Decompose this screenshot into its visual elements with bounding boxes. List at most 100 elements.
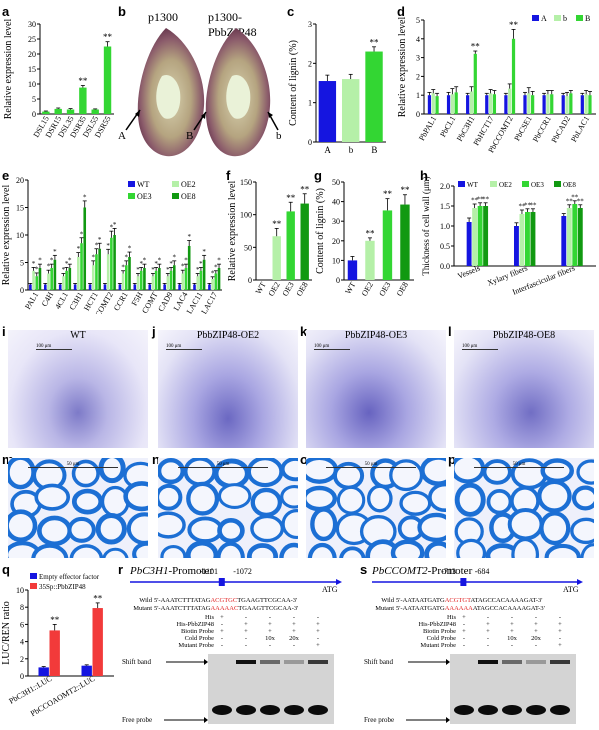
cell-wall xyxy=(399,490,432,516)
legend-label: b xyxy=(563,14,567,23)
significance-label: * xyxy=(68,257,72,265)
binding-site-box xyxy=(460,578,467,586)
y-tick-label: 0 xyxy=(336,276,340,285)
significance-label: * xyxy=(202,248,206,256)
condition-value: + xyxy=(510,628,514,635)
bar xyxy=(202,259,206,290)
condition-label: His-PbbZIP48 xyxy=(418,621,456,628)
sequence-segment: AAAAAA xyxy=(445,605,473,612)
y-tick-label: 1.0 xyxy=(440,222,450,231)
condition-value: + xyxy=(316,621,320,628)
x-tick-label: B xyxy=(371,145,377,155)
bar xyxy=(65,270,68,290)
bar xyxy=(81,665,92,676)
chart-h: 0.0 0.5 1.0 1.5 2.0 Thickness of cell wall (μ… xyxy=(421,176,596,297)
marker-B: B xyxy=(186,130,194,142)
y-tick-label: 150 xyxy=(240,178,252,187)
significance-label: ** xyxy=(383,189,393,199)
x-tick-label: COMT xyxy=(140,290,159,314)
significance-label: * xyxy=(169,260,173,268)
panel-label-d: d xyxy=(397,4,405,19)
panel-label-g: g xyxy=(314,168,322,183)
significance-label: ** xyxy=(518,203,526,211)
x-tick-label: OE8 xyxy=(395,281,410,298)
condition-value: + xyxy=(486,621,490,628)
condition-value: - xyxy=(463,621,465,628)
cell-wall xyxy=(71,488,104,515)
y-tick-label: 5 xyxy=(20,259,24,268)
bar xyxy=(531,95,535,114)
bar xyxy=(569,93,573,114)
bar xyxy=(472,208,478,266)
sequence-segment: ATAGCCACAAAAGAT-3' xyxy=(471,597,543,604)
significance-label: * xyxy=(62,266,66,274)
bar xyxy=(492,94,497,114)
condition-value: + xyxy=(534,621,538,628)
bar xyxy=(136,276,140,290)
condition-value: - xyxy=(245,642,247,649)
position-label: -713 xyxy=(441,567,456,576)
promoter-arrow xyxy=(577,579,583,585)
bar xyxy=(561,95,565,114)
significance-label: * xyxy=(128,245,132,253)
y-tick-label: 1 xyxy=(416,91,420,100)
micrograph-i: WT 100 μm xyxy=(8,330,148,448)
panel-label-i: i xyxy=(2,324,6,339)
bar xyxy=(163,284,166,290)
significance-label: * xyxy=(110,224,114,232)
bar xyxy=(519,214,525,266)
significance-label: ** xyxy=(566,197,574,205)
y-tick-label: 30 xyxy=(332,217,340,226)
cell-wall xyxy=(186,481,220,516)
condition-value: + xyxy=(268,621,272,628)
bar xyxy=(483,206,489,266)
condition-value: + xyxy=(534,628,538,635)
significance-label: ** xyxy=(482,195,490,203)
x-tick-label: WT xyxy=(343,280,357,295)
legend-label: A xyxy=(541,14,547,23)
bar xyxy=(121,273,125,290)
condition-value: + xyxy=(486,628,490,635)
micrograph-o: 50 μm xyxy=(306,458,446,558)
micrograph-m: 50 μm xyxy=(8,458,148,558)
condition-label: Cold Probe xyxy=(427,635,457,642)
y-axis-label: Relative expression level xyxy=(397,17,408,118)
cell-wall xyxy=(126,512,148,545)
bar xyxy=(469,91,474,114)
bar xyxy=(342,79,360,142)
panel-label-p: p xyxy=(448,452,456,467)
bar xyxy=(106,254,110,290)
free-probe-label: Free probe xyxy=(364,716,394,724)
y-tick-label: 0 xyxy=(248,276,252,285)
cell-wall xyxy=(336,485,366,515)
bar xyxy=(542,95,546,114)
shift-band xyxy=(236,660,256,664)
significance-label: * xyxy=(106,242,110,250)
y-axis-label: Relative expression level xyxy=(1,185,12,286)
condition-label: Biotin Probe xyxy=(423,628,456,635)
y-tick-label: 1.5 xyxy=(440,202,450,211)
y-tick-label: 0 xyxy=(308,138,312,147)
title-suffix: -Promoter xyxy=(428,565,473,577)
bar xyxy=(172,265,176,290)
bar xyxy=(166,276,170,290)
bar xyxy=(365,51,383,142)
micrograph-k: PbbZIP48-OE3 100 μm xyxy=(306,330,446,448)
legend-label: Empty effector factor xyxy=(39,573,100,581)
bar xyxy=(450,94,454,114)
significance-label: ** xyxy=(524,201,532,209)
significance-label: ** xyxy=(477,195,485,203)
bar xyxy=(154,270,158,290)
bar xyxy=(580,95,584,114)
significance-label: ** xyxy=(509,20,519,30)
chart-c: 0 1 2 3 Content of lignin (%) A b ** B xyxy=(288,20,386,155)
legend-swatch xyxy=(458,181,465,187)
sequence-segment: 5'-AAATCTTTATAG xyxy=(154,605,211,612)
significance-label: ** xyxy=(471,42,481,52)
bar xyxy=(572,204,578,266)
bar xyxy=(431,93,435,114)
bar xyxy=(80,243,83,290)
significance-label: * xyxy=(211,269,215,277)
significance-label: ** xyxy=(577,197,585,205)
bar xyxy=(95,254,98,290)
